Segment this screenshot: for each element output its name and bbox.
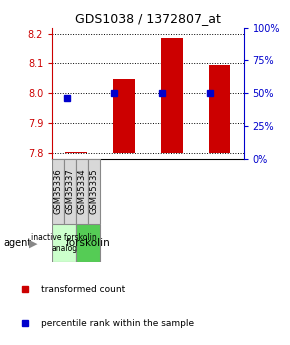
Bar xyxy=(76,159,88,224)
Text: forskolin: forskolin xyxy=(66,238,110,248)
Text: GSM35337: GSM35337 xyxy=(66,169,75,214)
Bar xyxy=(161,38,183,153)
Bar xyxy=(209,65,231,153)
Bar xyxy=(64,159,76,224)
Text: inactive forskolin
analog: inactive forskolin analog xyxy=(31,233,97,253)
Text: agent: agent xyxy=(3,238,31,248)
Bar xyxy=(76,224,100,262)
Text: GSM35335: GSM35335 xyxy=(90,169,99,214)
Text: GSM35334: GSM35334 xyxy=(78,169,87,214)
Bar xyxy=(52,159,64,224)
Text: ▶: ▶ xyxy=(29,238,38,248)
Text: GSM35336: GSM35336 xyxy=(54,169,63,214)
Text: percentile rank within the sample: percentile rank within the sample xyxy=(41,319,194,328)
Text: transformed count: transformed count xyxy=(41,285,126,294)
Bar xyxy=(52,224,76,262)
Bar xyxy=(65,152,87,153)
Bar xyxy=(113,79,135,153)
Bar xyxy=(88,159,100,224)
Text: GDS1038 / 1372807_at: GDS1038 / 1372807_at xyxy=(75,12,221,25)
